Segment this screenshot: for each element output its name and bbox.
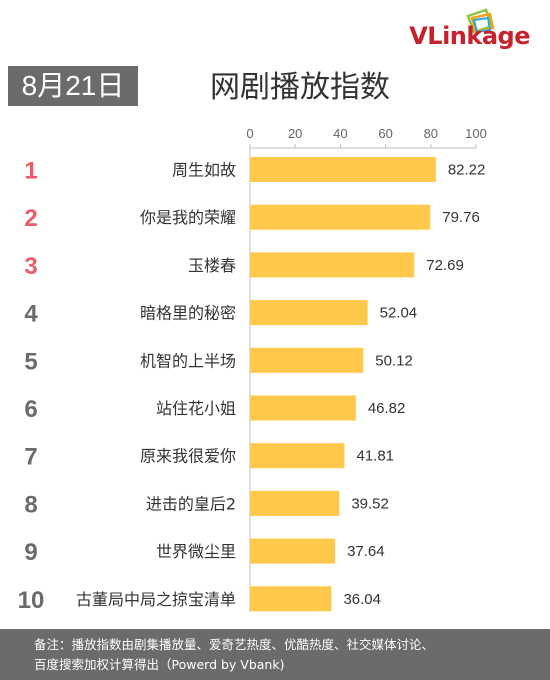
bar-value-label: 50.12: [375, 352, 413, 369]
rank-number: 8: [24, 491, 37, 518]
rank-number: 7: [24, 444, 37, 471]
category-label: 周生如故: [172, 161, 236, 180]
bar-value-label: 41.81: [356, 448, 394, 465]
rank-number: 3: [24, 253, 37, 280]
x-tick-label: 100: [465, 126, 487, 141]
bar: [250, 490, 340, 516]
category-label: 原来我很爱你: [140, 447, 236, 466]
bar: [250, 347, 364, 373]
chart-title: 网剧播放指数: [210, 70, 390, 105]
bar: [250, 443, 345, 469]
bar-value-label: 79.76: [442, 209, 480, 226]
date-badge: 8月21日: [8, 66, 138, 106]
category-label: 进击的皇后2: [146, 494, 236, 513]
category-label: 古董局中局之掠宝清单: [76, 590, 236, 609]
rank-number: 6: [24, 396, 37, 423]
footer-line-1: 备注：播放指数由剧集播放量、爱奇艺热度、优酷热度、社交媒体讨论、: [34, 637, 435, 652]
logo-frame-icon: [466, 8, 495, 34]
bar: [250, 395, 356, 421]
bar: [250, 157, 436, 182]
category-label: 站住花小姐: [156, 399, 236, 418]
bar: [250, 252, 415, 278]
category-label: 你是我的荣耀: [140, 208, 236, 227]
bar: [250, 538, 336, 564]
x-tick-label: 60: [378, 126, 392, 141]
bar-chart: 0 20 40 60 80 100 82.22 周生如故 1 79.76 你是我的荣耀 2 72.69 玉…: [18, 126, 487, 614]
vlinkage-logo: [466, 8, 495, 34]
x-tick-label: 0: [246, 126, 253, 141]
rank-number: 9: [24, 539, 37, 566]
bar: [250, 204, 431, 230]
x-tick-label: 80: [424, 126, 438, 141]
bar: [250, 300, 368, 326]
category-label: 暗格里的秘密: [140, 304, 236, 323]
rank-number: 5: [24, 348, 37, 375]
bar-value-label: 46.82: [368, 400, 406, 417]
x-tick-label: 40: [333, 126, 347, 141]
category-label: 世界微尘里: [156, 542, 236, 561]
x-tick-label: 20: [288, 126, 302, 141]
category-label: 玉楼春: [188, 256, 236, 275]
rank-number: 1: [24, 158, 37, 185]
rank-number: 4: [24, 301, 38, 328]
bar-value-label: 82.22: [448, 162, 486, 179]
bar-value-label: 36.04: [343, 591, 381, 608]
logo-text: VLinkage: [409, 22, 530, 50]
footer-note: 备注：播放指数由剧集播放量、爱奇艺热度、优酷热度、社交媒体讨论、 百度搜索加权计…: [0, 629, 550, 680]
footer-line-2: 百度搜索加权计算得出（Powerd by Vbank): [34, 657, 285, 672]
rank-number: 2: [24, 205, 37, 232]
rank-number: 10: [18, 587, 45, 614]
bar: [250, 586, 332, 612]
bar-value-label: 72.69: [426, 257, 464, 274]
category-label: 机智的上半场: [140, 351, 236, 370]
bar-value-label: 52.04: [380, 305, 418, 322]
bar-value-label: 39.52: [351, 495, 389, 512]
bar-value-label: 37.64: [347, 543, 385, 560]
